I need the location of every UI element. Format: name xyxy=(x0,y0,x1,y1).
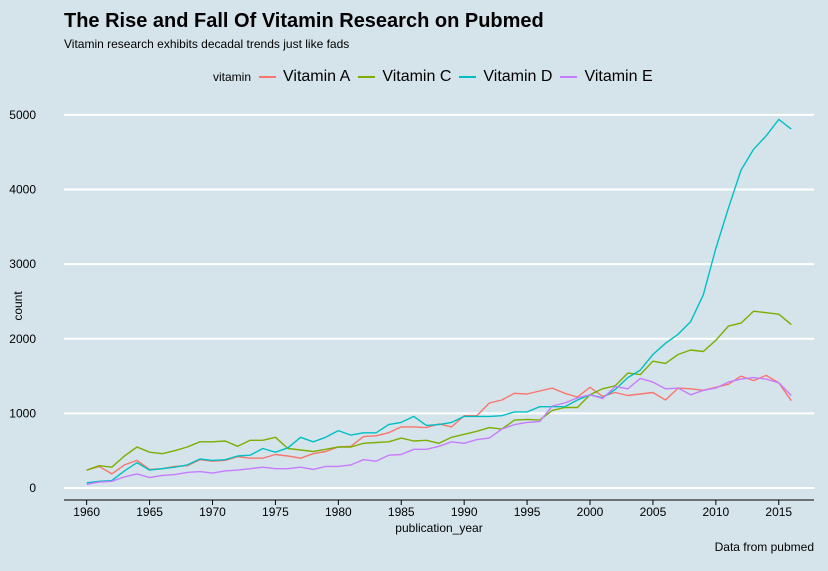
x-tick-label-2005: 2005 xyxy=(640,505,667,519)
legend-item-vitamin-a: Vitamin A xyxy=(259,68,350,86)
y-tick-label-0: 0 xyxy=(29,481,36,495)
chart-caption: Data from pubmed xyxy=(714,540,814,554)
gridlines xyxy=(64,113,814,490)
legend-label-vitamin-d: Vitamin D xyxy=(483,68,553,85)
x-tick-label-2000: 2000 xyxy=(577,505,604,519)
y-tick-label-4000: 4000 xyxy=(9,183,36,197)
series-lines xyxy=(86,118,792,485)
legend-item-vitamin-d: Vitamin D xyxy=(459,68,552,86)
x-tick-label-1985: 1985 xyxy=(388,505,415,519)
x-tick-label-1980: 1980 xyxy=(325,505,352,519)
y-tick-label-1000: 1000 xyxy=(9,406,36,420)
series-line-vitamin-e xyxy=(86,376,792,485)
legend-swatch-vitamin-d xyxy=(459,76,477,78)
x-tick-label-1975: 1975 xyxy=(262,505,289,519)
legend-label-vitamin-e: Vitamin E xyxy=(584,68,653,85)
legend-label-vitamin-a: Vitamin A xyxy=(283,68,351,85)
series-line-vitamin-d xyxy=(86,118,792,484)
legend-title: vitamin xyxy=(213,70,252,84)
y-tick-label-2000: 2000 xyxy=(9,332,36,346)
chart-title: The Rise and Fall Of Vitamin Research on… xyxy=(64,10,544,32)
legend-swatch-vitamin-a xyxy=(259,76,277,78)
x-tick-label-1990: 1990 xyxy=(451,505,478,519)
axes: 0 1000 2000 3000 4000 5000 1960 1965 1970 1975 198… xyxy=(9,108,814,519)
x-tick-label-1995: 1995 xyxy=(514,505,541,519)
legend-item-vitamin-c: Vitamin C xyxy=(358,68,451,86)
legend-label-vitamin-c: Vitamin C xyxy=(382,68,452,85)
y-tick-label-3000: 3000 xyxy=(9,257,36,271)
legend-item-vitamin-e: Vitamin E xyxy=(560,68,653,86)
x-tick-label-2015: 2015 xyxy=(765,505,792,519)
legend: vitamin Vitamin A Vitamin C Vitamin D Vi… xyxy=(213,66,661,88)
y-axis-title: count xyxy=(11,291,25,321)
x-axis-title: publication_year xyxy=(395,521,482,535)
x-tick-label-1960: 1960 xyxy=(73,505,100,519)
legend-swatch-vitamin-c xyxy=(358,76,376,78)
legend-swatch-vitamin-e xyxy=(560,76,578,78)
series-line-vitamin-c xyxy=(86,310,792,471)
chart-subtitle: Vitamin research exhibits decadal trends… xyxy=(64,37,350,51)
x-tick-label-1965: 1965 xyxy=(136,505,163,519)
y-tick-label-5000: 5000 xyxy=(9,108,36,122)
x-tick-label-2010: 2010 xyxy=(702,505,729,519)
x-tick-label-1970: 1970 xyxy=(199,505,226,519)
